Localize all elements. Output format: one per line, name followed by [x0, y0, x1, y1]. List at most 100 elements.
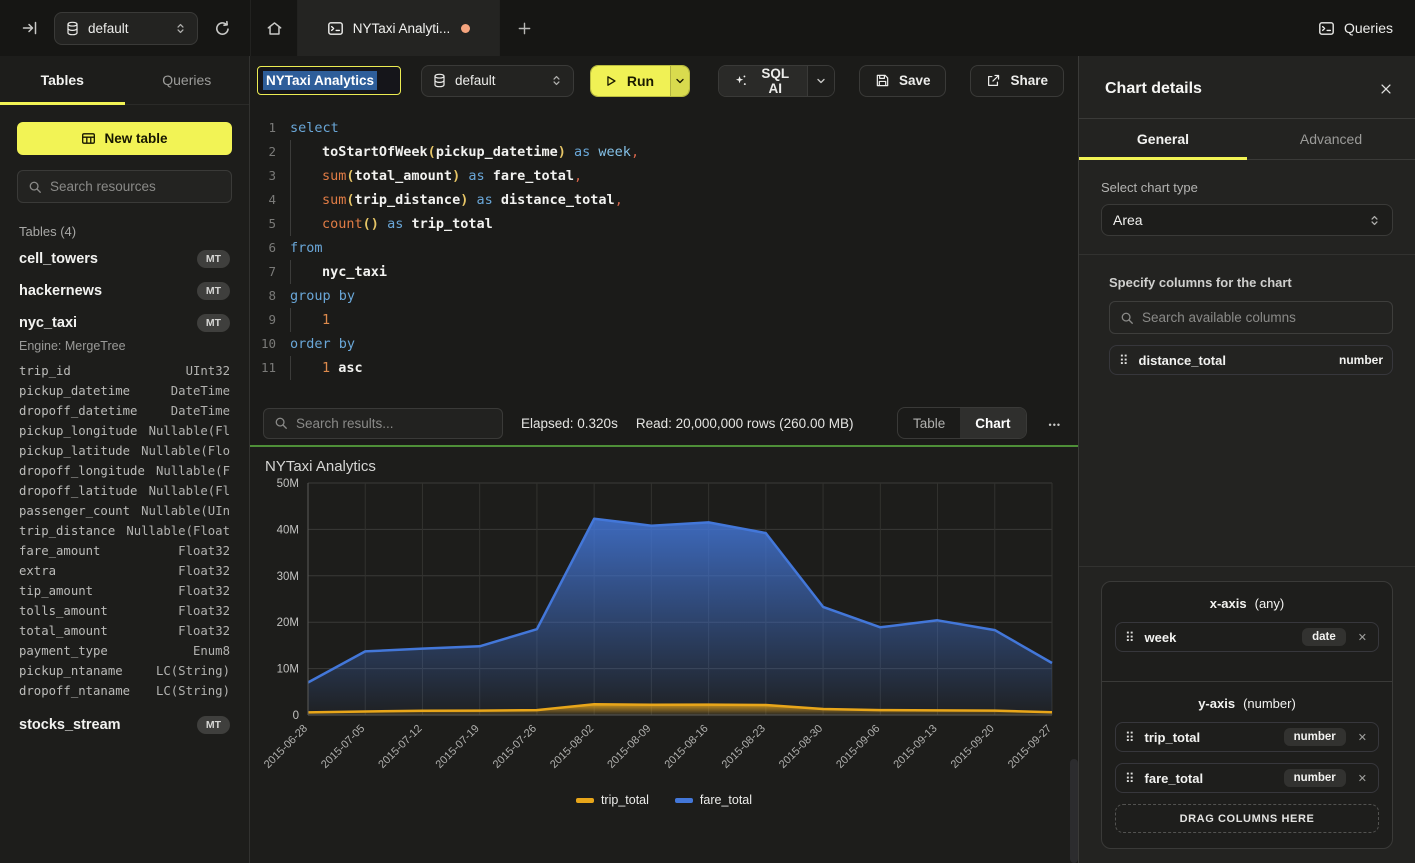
field-row-distance_total[interactable]: ⠿ distance_total number [1109, 345, 1393, 375]
column-row[interactable]: tip_amount Float32 [17, 581, 232, 601]
column-type: LC(String) [155, 664, 230, 678]
column-row[interactable]: fare_amount Float32 [17, 541, 232, 561]
column-row[interactable]: trip_distance Nullable(Float [17, 521, 232, 541]
legend-item-fare_total[interactable]: fare_total [674, 793, 752, 807]
new-tab-button[interactable] [500, 0, 548, 56]
token: count [322, 216, 363, 232]
column-row[interactable]: dropoff_datetime DateTime [17, 401, 232, 421]
token: toStartOfWeek [322, 144, 428, 160]
x-tick: 2015-09-27 [1006, 723, 1054, 771]
drop-zone[interactable]: DRAG COLUMNS HERE [1115, 804, 1379, 833]
column-row[interactable]: pickup_datetime DateTime [17, 381, 232, 401]
column-row[interactable]: dropoff_ntaname LC(String) [17, 681, 232, 701]
field-row-trip_total[interactable]: ⠿ trip_total number ✕ [1115, 722, 1379, 752]
token: ( [427, 144, 436, 160]
column-row[interactable]: payment_type Enum8 [17, 641, 232, 661]
table-item-hackernews[interactable]: hackernews MT [17, 275, 232, 307]
sql-ai-button[interactable]: SQL AI [719, 65, 808, 96]
sql-ai-options-button[interactable] [807, 65, 834, 96]
legend-item-trip_total[interactable]: trip_total [575, 793, 649, 807]
queries-button-label: Queries [1343, 20, 1393, 36]
panel-tab-advanced[interactable]: Advanced [1299, 131, 1363, 147]
code-line: 2 toStartOfWeek(pickup_datetime) as week, [250, 140, 1078, 164]
column-row[interactable]: dropoff_latitude Nullable(Fl [17, 481, 232, 501]
chart-panel: NYTaxi Analytics 0 10M 20M 30M 40M 50M 2015-06… [250, 447, 1078, 863]
columns-search-input[interactable] [1142, 310, 1382, 325]
y-tick: 10M [277, 664, 299, 676]
column-row[interactable]: total_amount Float32 [17, 621, 232, 641]
field-row-week[interactable]: ⠿ week date ✕ [1115, 622, 1379, 652]
indent-guide [290, 260, 322, 284]
line-number: 8 [268, 288, 276, 303]
column-row[interactable]: pickup_longitude Nullable(Fl [17, 421, 232, 441]
save-button[interactable]: Save [858, 64, 947, 97]
sql-ai-label: SQL AI [761, 65, 790, 96]
column-row[interactable]: passenger_count Nullable(UIn [17, 501, 232, 521]
drag-handle-icon[interactable]: ⠿ [1125, 629, 1135, 645]
panel-tab-general[interactable]: General [1079, 119, 1247, 160]
tab-home[interactable] [250, 0, 298, 56]
token: nyc_taxi [322, 264, 388, 280]
new-table-button[interactable]: New table [17, 122, 232, 155]
sidebar-tab-tables[interactable]: Tables [0, 56, 125, 105]
results-search[interactable] [263, 407, 503, 439]
table-item-cell_towers[interactable]: cell_towers MT [17, 243, 232, 275]
remove-field-button[interactable]: ✕ [1357, 731, 1367, 744]
column-name: dropoff_datetime [19, 404, 138, 418]
queries-button[interactable]: Queries [1318, 20, 1393, 37]
field-row-fare_total[interactable]: ⠿ fare_total number ✕ [1115, 763, 1379, 793]
columns-search[interactable] [1109, 301, 1393, 334]
close-panel-button[interactable] [1379, 82, 1393, 96]
refresh-button[interactable] [208, 14, 236, 42]
share-button[interactable]: Share [970, 64, 1064, 97]
updown-chevron-icon [550, 74, 563, 87]
line-number: 4 [268, 192, 276, 207]
sidebar-tab-queries[interactable]: Queries [162, 72, 212, 88]
column-name: total_amount [19, 624, 108, 638]
table-item-nyc_taxi[interactable]: nyc_taxi MT [17, 307, 232, 339]
sql-editor-lines: 1 select 2 toStartOfWeek(pickup_datetime) a… [250, 116, 1078, 380]
column-row[interactable]: extra Float32 [17, 561, 232, 581]
sidebar-search[interactable] [17, 170, 232, 203]
drag-handle-icon[interactable]: ⠿ [1119, 352, 1129, 368]
chart-type-select[interactable]: Area [1101, 204, 1393, 236]
results-search-input[interactable] [296, 415, 492, 431]
run-button-label: Run [626, 72, 655, 89]
database-selector[interactable]: default [54, 11, 198, 45]
sql-editor[interactable]: 1 select 2 toStartOfWeek(pickup_datetime) a… [250, 105, 1078, 401]
line-number: 1 [268, 120, 276, 135]
updown-chevron-icon [1368, 214, 1381, 227]
table-engine-label: Engine: MergeTree [19, 339, 126, 353]
run-button[interactable]: Run [590, 65, 671, 96]
remove-field-button[interactable]: ✕ [1357, 631, 1367, 644]
drag-handle-icon[interactable]: ⠿ [1125, 729, 1135, 745]
toolbar-database-selector[interactable]: default [421, 64, 574, 97]
vertical-scrollbar[interactable] [1070, 759, 1078, 863]
column-row[interactable]: dropoff_longitude Nullable(F [17, 461, 232, 481]
column-type: DateTime [170, 404, 230, 418]
token: week [598, 144, 631, 160]
table-item-stocks_stream[interactable]: stocks_stream MT [17, 709, 232, 741]
column-row[interactable]: pickup_ntaname LC(String) [17, 661, 232, 681]
field-name: fare_total [1144, 770, 1204, 786]
view-toggle-table[interactable]: Table [898, 408, 960, 438]
tab-nytaxi-analytics[interactable]: NYTaxi Analyti... [298, 0, 500, 56]
token: trip_distance [354, 192, 461, 208]
column-row[interactable]: pickup_latitude Nullable(Flo [17, 441, 232, 461]
token: as [468, 168, 485, 184]
indent-guide [290, 356, 322, 380]
run-options-button[interactable] [670, 65, 690, 96]
remove-field-button[interactable]: ✕ [1357, 772, 1367, 785]
drag-handle-icon[interactable]: ⠿ [1125, 770, 1135, 786]
chart-type-value: Area [1113, 212, 1143, 228]
collapse-sidebar-button[interactable] [16, 14, 44, 42]
sidebar-search-input[interactable] [50, 179, 221, 194]
token: as [574, 144, 591, 160]
query-title-input[interactable]: NYTaxi Analytics [257, 66, 401, 95]
column-row[interactable]: trip_id UInt32 [17, 361, 232, 381]
view-toggle-chart[interactable]: Chart [960, 408, 1026, 438]
column-row[interactable]: tolls_amount Float32 [17, 601, 232, 621]
token [379, 216, 387, 232]
results-more-button[interactable]: ••• [1045, 415, 1065, 432]
